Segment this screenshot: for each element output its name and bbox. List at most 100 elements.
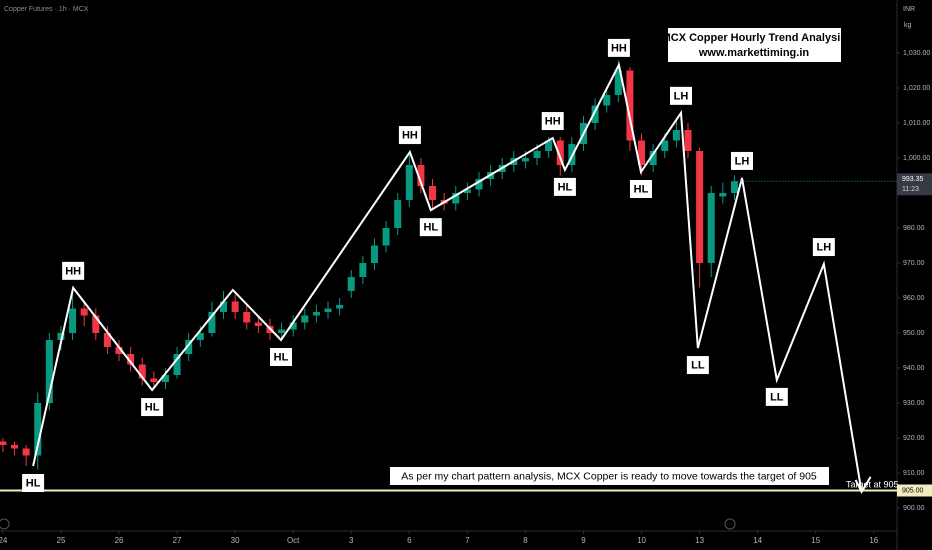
x-tick-label: Oct [287,536,300,545]
candle-body [394,200,402,228]
candle-body [231,301,239,312]
currency: INR [903,6,915,13]
pattern-label-box [730,151,753,170]
y-tick-label: 970.00 [903,260,925,267]
candle-body [475,179,483,190]
pattern-label: HL [26,477,41,489]
candle-body [115,347,123,354]
candle-body [301,315,309,323]
candle-body [614,70,622,95]
x-tick-label: 6 [407,536,412,545]
candle-body [45,340,53,403]
candle-body [719,193,727,197]
x-tick-label: 8 [523,536,528,545]
pattern-line [32,61,863,493]
candle-body [161,375,169,382]
y-tick-label: 1,010.00 [903,120,930,127]
candle-body [289,322,297,330]
note-box [390,467,829,485]
pattern-label: HL [423,222,438,234]
pattern-label-box [686,356,709,375]
note-text: As per my chart pattern analysis, MCX Co… [401,470,817,482]
candle-body [382,228,390,246]
candle-body [103,333,111,347]
candle-body [463,189,471,193]
info-title: MCX Copper Hourly Trend Analysis [662,32,847,44]
last-price: 993.35 [902,176,924,183]
info-box [668,28,841,62]
pattern-label-box [765,387,788,406]
pattern-label: HL [274,351,289,363]
candle-body [347,277,355,291]
pattern-label-box [22,474,45,492]
x-tick-label: 16 [869,536,878,545]
candle-body [57,333,65,340]
candle-body [452,193,460,204]
pattern-label: HL [634,183,649,195]
y-tick-label: 1,000.00 [903,155,930,162]
candle-body [556,140,564,165]
candle-body [707,193,715,263]
countdown: 11:23 [902,186,919,193]
candle-body [672,130,680,141]
y-tick-label: 980.00 [903,225,925,232]
x-tick-label: 15 [811,536,820,545]
pattern-label: HL [558,181,573,193]
candle-body [521,158,529,162]
pattern-label-box [270,348,293,366]
candle-body [370,245,378,263]
candle-body [208,312,216,333]
x-tick-label: 10 [637,536,646,545]
candle-body [312,312,320,316]
candle-body [185,340,193,354]
candle-body [730,181,738,193]
candle-body [324,308,332,312]
y-tick-label: 910.00 [903,470,925,477]
last-price-box [897,173,932,196]
candle-body [661,140,669,151]
pattern-label-box [553,177,576,196]
candle-body [0,441,7,445]
x-tick-label: 14 [753,536,762,545]
candle-body [11,445,19,449]
candle-body [603,95,611,106]
y-tick-label: 1,020.00 [903,85,930,92]
candle-body [591,105,599,123]
info-subtitle: www.markettiming.in [698,47,810,59]
pattern-label: HH [65,265,81,277]
candle-body [429,186,437,200]
pattern-label-box [62,261,85,280]
candle-body [92,315,100,333]
x-tick-label: 26 [115,536,124,545]
pattern-label: HH [611,42,627,54]
candle-body [684,130,692,151]
symbol-title: Copper Futures · 1h · MCX [4,6,89,13]
candle-body [626,70,634,141]
pattern-label-box [629,180,652,198]
unit: kg [904,22,912,29]
pattern-label-box [607,38,630,57]
candle-body [34,403,42,456]
pattern-label-box [419,218,442,237]
pattern-label: LH [735,155,750,167]
candle-body [417,165,425,186]
candle-body [243,312,251,323]
y-tick-label: 930.00 [903,400,925,407]
x-tick-label: 30 [231,536,240,545]
candle-body [649,151,657,165]
x-tick-label: 13 [695,536,704,545]
x-tick-label: 9 [581,536,586,545]
y-tick-label: 960.00 [903,295,925,302]
candle-body [533,151,541,158]
icon [0,518,10,530]
x-tick-label: 27 [173,536,182,545]
y-tick-label: 940.00 [903,365,925,372]
candle-body [359,263,367,277]
candle-body [336,305,344,309]
pattern-label: LH [817,241,832,253]
x-tick-label: 7 [465,536,470,545]
pattern-label-box [141,398,164,417]
